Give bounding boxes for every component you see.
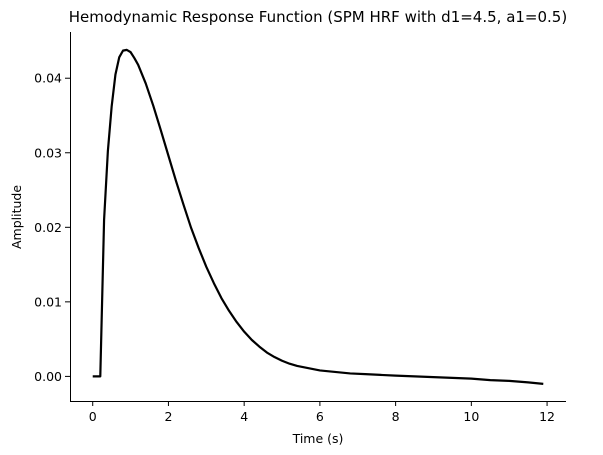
y-tick-label: 0.03 — [34, 145, 62, 160]
x-axis-label: Time (s) — [292, 431, 344, 446]
x-tick-label: 6 — [316, 409, 324, 424]
chart-title: Hemodynamic Response Function (SPM HRF w… — [69, 8, 567, 26]
y-axis-ticks: 0.00 0.01 0.02 0.03 0.04 — [34, 71, 70, 384]
x-tick-label: 10 — [463, 409, 479, 424]
x-tick-label: 4 — [240, 409, 248, 424]
y-tick-label: 0.02 — [34, 220, 62, 235]
x-tick-label: 0 — [89, 409, 97, 424]
x-axis-ticks: 0 2 4 6 8 10 12 — [89, 401, 555, 424]
y-tick-label: 0.01 — [34, 294, 62, 309]
x-tick-label: 12 — [539, 409, 555, 424]
axes-spines — [70, 32, 566, 402]
x-tick-label: 8 — [392, 409, 400, 424]
y-tick-label: 0.00 — [34, 369, 62, 384]
hrf-series-line — [92, 48, 544, 385]
y-axis-label: Amplitude — [9, 185, 24, 249]
y-tick-label: 0.04 — [34, 71, 62, 86]
x-tick-label: 2 — [164, 409, 172, 424]
